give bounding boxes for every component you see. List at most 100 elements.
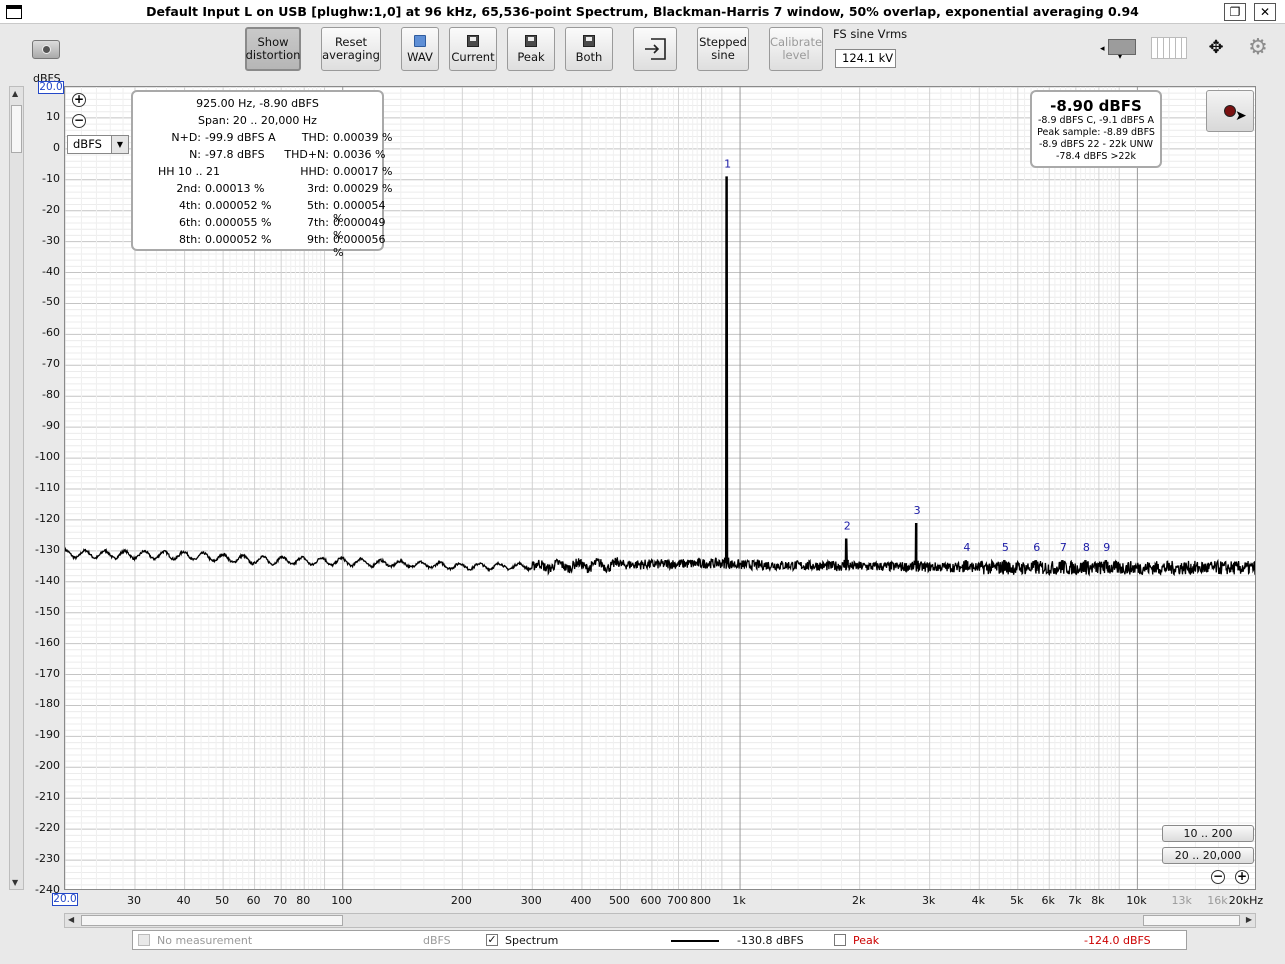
harmonic-peak-label: 8 <box>1083 541 1090 554</box>
y-max-box[interactable]: 20.0 <box>38 81 64 94</box>
zoom-out-icon[interactable]: − <box>72 113 86 128</box>
readout-value: 0.000052 % <box>205 233 272 246</box>
level-line: -78.4 dBFS >22k <box>1055 151 1137 162</box>
spectrum-checkbox[interactable]: ✓ <box>486 933 498 946</box>
fs-sine-input[interactable]: 124.1 kV <box>835 49 896 68</box>
pan-icon[interactable]: ✥ <box>1208 37 1224 58</box>
readout-value: 0.00017 % <box>333 165 393 178</box>
scroll-up-icon[interactable]: ▲ <box>12 89 19 98</box>
scroll-right-icon[interactable]: ▶ <box>1245 915 1252 924</box>
readout-label: 6th: <box>179 216 201 229</box>
reset-averaging-button[interactable]: Reset averaging <box>321 27 381 71</box>
scroll-left-icon[interactable]: ◀ <box>68 915 75 924</box>
horizontal-scroll-thumb-right[interactable] <box>1143 915 1240 926</box>
y-tick-label: -30 <box>42 233 60 247</box>
readout-value: 0.000049 % <box>333 216 386 242</box>
harmonic-peak-label: 7 <box>1060 541 1067 554</box>
y-tick-label: -120 <box>35 511 60 525</box>
export-button[interactable] <box>633 27 677 71</box>
x-tick-label: 800 <box>690 894 712 907</box>
peak-value: -124.0 dBFS <box>1084 934 1151 947</box>
save-peak-button[interactable]: Peak <box>507 27 555 71</box>
zoom-in-icon[interactable]: + <box>72 92 86 107</box>
chevron-down-icon[interactable]: ▼ <box>111 136 128 153</box>
peak-label: Peak <box>853 934 880 947</box>
no-measurement-unit: dBFS <box>423 934 451 947</box>
readout-span: Span: 20 .. 20,000 Hz <box>198 114 317 127</box>
readout-label: 5th: <box>307 199 329 212</box>
x-tick-label: 30 <box>126 894 141 907</box>
harmonic-peak-label: 6 <box>1033 541 1040 554</box>
maximize-button[interactable]: ❐ <box>1224 3 1246 21</box>
readout-label: N+D: <box>171 131 201 144</box>
vertical-scrollbar[interactable]: ▲ ▼ <box>9 86 24 890</box>
stepped-sine-button[interactable]: Stepped sine <box>697 27 749 71</box>
button-label-line: Stepped <box>699 35 747 49</box>
save-both-button[interactable]: Both <box>565 27 613 71</box>
save-current-button[interactable]: Current <box>449 27 497 71</box>
no-measurement-label: No measurement <box>157 934 253 947</box>
readout-label: THD: <box>301 131 329 144</box>
y-tick-label: -170 <box>35 666 60 680</box>
range-10-200-button[interactable]: 10 .. 200 <box>1162 825 1254 842</box>
wav-button[interactable]: WAV <box>401 27 439 71</box>
x-tick-label: 40 <box>176 894 191 907</box>
readout-value: -97.8 dBFS <box>205 148 265 161</box>
readout-value: 0.000056 % <box>333 233 386 259</box>
peak-checkbox[interactable] <box>834 934 846 946</box>
y-tick-label: -160 <box>35 635 60 649</box>
x-tick-label: 10k <box>1126 894 1147 907</box>
fs-sine-label: FS sine Vrms <box>833 27 908 41</box>
x-tick-label: 7k <box>1068 894 1082 907</box>
x-tick-label: 600 <box>640 894 662 907</box>
y-tick-label: -70 <box>42 357 60 371</box>
readout-frequency-level: 925.00 Hz, -8.90 dBFS <box>196 97 319 110</box>
y-tick-label: -190 <box>35 728 60 742</box>
button-label: Both <box>575 49 603 64</box>
readout-label: N: <box>189 148 201 161</box>
trace-legend: No measurement dBFS ✓ Spectrum -130.8 dB… <box>132 930 1187 950</box>
horizontal-scroll-thumb[interactable] <box>81 915 343 926</box>
camera-icon[interactable] <box>32 40 60 59</box>
x-tick-label: 200 <box>450 894 472 907</box>
x-min-box[interactable]: 20.0 <box>52 893 78 906</box>
export-icon <box>645 38 666 60</box>
record-button[interactable]: ➤ <box>1206 90 1254 132</box>
vertical-scroll-thumb[interactable] <box>11 105 22 153</box>
button-label-line: Show <box>257 35 289 49</box>
level-line: -8.9 dBFS 22 - 22k UNW <box>1038 139 1154 150</box>
show-distortion-button[interactable]: Show distortion <box>245 27 301 71</box>
x-tick-label: 8k <box>1091 894 1105 907</box>
x-tick-label: 20kHz <box>1228 894 1264 907</box>
readout-value: -99.9 dBFS A <box>205 131 276 144</box>
x-tick-label: 3k <box>921 894 936 907</box>
x-zoom-in-icon[interactable]: + <box>1235 869 1249 884</box>
x-tick-label: 1k <box>732 894 746 907</box>
x-zoom-out-icon[interactable]: − <box>1211 869 1225 884</box>
record-icon <box>1224 105 1236 117</box>
graph-layout-icon[interactable]: ◂ ▾ <box>1100 36 1140 61</box>
no-measurement-checkbox[interactable] <box>138 934 150 946</box>
calibrate-level-button[interactable]: Calibrate level <box>769 27 823 71</box>
settings-gear-icon[interactable]: ⚙ <box>1248 35 1268 60</box>
readout-value: 0.00029 % <box>333 182 393 195</box>
y-tick-label: -50 <box>42 295 60 309</box>
x-tick-label: 50 <box>215 894 230 907</box>
x-tick-label: 300 <box>520 894 542 907</box>
window-menu-icon[interactable] <box>6 5 22 19</box>
range-20-20000-button[interactable]: 20 .. 20,000 <box>1162 847 1254 864</box>
x-tick-label: 4k <box>971 894 985 907</box>
x-tick-label: 2k <box>851 894 866 907</box>
x-tick-label: 80 <box>296 894 311 907</box>
button-label-line: Reset <box>334 35 368 49</box>
horizontal-scrollbar[interactable]: ◀ ▶ <box>64 913 1256 928</box>
button-label-line: level <box>782 48 810 62</box>
y-tick-label: -240 <box>35 883 60 896</box>
y-unit-select[interactable]: dBFS ▼ <box>67 135 129 154</box>
x-tick-label: 70 <box>273 894 288 907</box>
close-button[interactable]: ✕ <box>1254 3 1276 21</box>
folder-icon <box>414 34 426 47</box>
x-tick-label: 100 <box>331 894 353 907</box>
scroll-down-icon[interactable]: ▼ <box>12 878 19 887</box>
column-layout-icon[interactable] <box>1151 37 1187 59</box>
